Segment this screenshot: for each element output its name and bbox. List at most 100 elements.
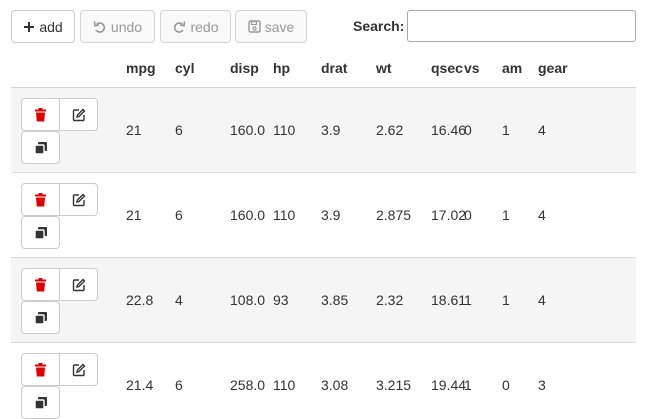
row-actions-group: [11, 88, 126, 172]
cell-am: 1: [502, 172, 538, 258]
delete-row-button[interactable]: [21, 353, 60, 386]
header-mpg[interactable]: mpg: [126, 48, 175, 88]
cell-gear: 4: [538, 257, 636, 343]
cell-gear: 4: [538, 172, 636, 258]
header-disp[interactable]: disp: [230, 48, 273, 88]
duplicate-row-button[interactable]: [21, 386, 60, 419]
cell-hp: 93: [273, 257, 321, 343]
cell-qsec: 18.61: [431, 257, 466, 343]
edit-icon: [72, 363, 86, 377]
edit-row-button[interactable]: [59, 353, 98, 386]
cell-mpg: 21.4: [126, 342, 175, 419]
cell-hp: 110: [273, 87, 321, 173]
header-qsec[interactable]: qsec: [431, 48, 464, 88]
cell-qsec: 17.02: [431, 172, 466, 258]
row-actions-group: [11, 173, 126, 257]
header-cyl[interactable]: cyl: [175, 48, 230, 88]
cell-cyl: 6: [175, 342, 230, 419]
trash-icon: [34, 192, 47, 207]
row-actions: [11, 87, 126, 173]
header-am[interactable]: am: [502, 48, 538, 88]
delete-row-button[interactable]: [21, 268, 60, 301]
copy-icon: [33, 226, 48, 240]
cell-drat: 3.9: [321, 172, 376, 258]
data-table-container: mpg cyl disp hp drat wt qsec vs am gear …: [11, 48, 636, 419]
cell-am: 1: [502, 87, 538, 173]
duplicate-row-button[interactable]: [21, 301, 60, 334]
cell-hp: 110: [273, 342, 321, 419]
save-button[interactable]: save: [235, 10, 307, 43]
redo-button-label: redo: [190, 18, 219, 35]
header-vs[interactable]: vs: [464, 48, 502, 88]
edit-row-button[interactable]: [59, 268, 98, 301]
data-table: mpg cyl disp hp drat wt qsec vs am gear …: [11, 48, 636, 419]
add-button[interactable]: add: [11, 10, 75, 43]
row-actions-group: [11, 343, 126, 419]
cell-gear: 4: [538, 87, 636, 173]
add-button-label: add: [39, 18, 63, 35]
row-actions-group: [11, 258, 126, 342]
cell-disp: 108.0: [230, 257, 273, 343]
trash-icon: [34, 277, 47, 292]
floppy-icon: [248, 20, 261, 33]
cell-qsec: 16.46: [431, 87, 466, 173]
cell-drat: 3.9: [321, 87, 376, 173]
copy-icon: [33, 396, 48, 410]
cell-vs: 1: [464, 342, 502, 419]
cell-disp: 160.0: [230, 87, 273, 173]
cell-qsec: 19.44: [431, 342, 466, 419]
toolbar: add undo redo save Search:: [11, 10, 641, 43]
cell-disp: 258.0: [230, 342, 273, 419]
cell-wt: 3.215: [376, 342, 431, 419]
cell-wt: 2.62: [376, 87, 431, 173]
cell-disp: 160.0: [230, 172, 273, 258]
duplicate-row-button[interactable]: [21, 131, 60, 164]
plus-icon: [23, 21, 35, 33]
row-actions: [11, 172, 126, 258]
cell-mpg: 21: [126, 172, 175, 258]
cell-cyl: 4: [175, 257, 230, 343]
delete-row-button[interactable]: [21, 98, 60, 131]
cell-drat: 3.85: [321, 257, 376, 343]
cell-cyl: 6: [175, 87, 230, 173]
row-actions: [11, 342, 126, 419]
undo-button-label: undo: [110, 18, 143, 35]
cell-mpg: 21: [126, 87, 175, 173]
header-gear[interactable]: gear: [538, 48, 636, 88]
table-header-row: mpg cyl disp hp drat wt qsec vs am gear …: [11, 48, 636, 88]
header-actions: [11, 48, 126, 88]
trash-icon: [34, 362, 47, 377]
cell-cyl: 6: [175, 172, 230, 258]
edit-icon: [72, 193, 86, 207]
cell-wt: 2.32: [376, 257, 431, 343]
header-drat[interactable]: drat: [321, 48, 376, 88]
cell-wt: 2.875: [376, 172, 431, 258]
redo-icon: [172, 20, 186, 34]
header-wt[interactable]: wt: [376, 48, 431, 88]
search-input[interactable]: [407, 10, 636, 42]
delete-row-button[interactable]: [21, 183, 60, 216]
cell-mpg: 22.8: [126, 257, 175, 343]
save-button-label: save: [264, 18, 295, 35]
undo-button[interactable]: undo: [80, 10, 155, 43]
cell-drat: 3.08: [321, 342, 376, 419]
cell-vs: 0: [464, 172, 502, 258]
copy-icon: [33, 311, 48, 325]
edit-row-button[interactable]: [59, 183, 98, 216]
cell-gear: 3: [538, 342, 636, 419]
edit-row-button[interactable]: [59, 98, 98, 131]
redo-button[interactable]: redo: [160, 10, 231, 43]
cell-hp: 110: [273, 172, 321, 258]
cell-vs: 1: [464, 257, 502, 343]
cell-vs: 0: [464, 87, 502, 173]
undo-icon: [93, 20, 107, 34]
copy-icon: [33, 141, 48, 155]
row-actions: [11, 257, 126, 343]
duplicate-row-button[interactable]: [21, 216, 60, 249]
header-hp[interactable]: hp: [273, 48, 321, 88]
cell-am: 0: [502, 342, 538, 419]
